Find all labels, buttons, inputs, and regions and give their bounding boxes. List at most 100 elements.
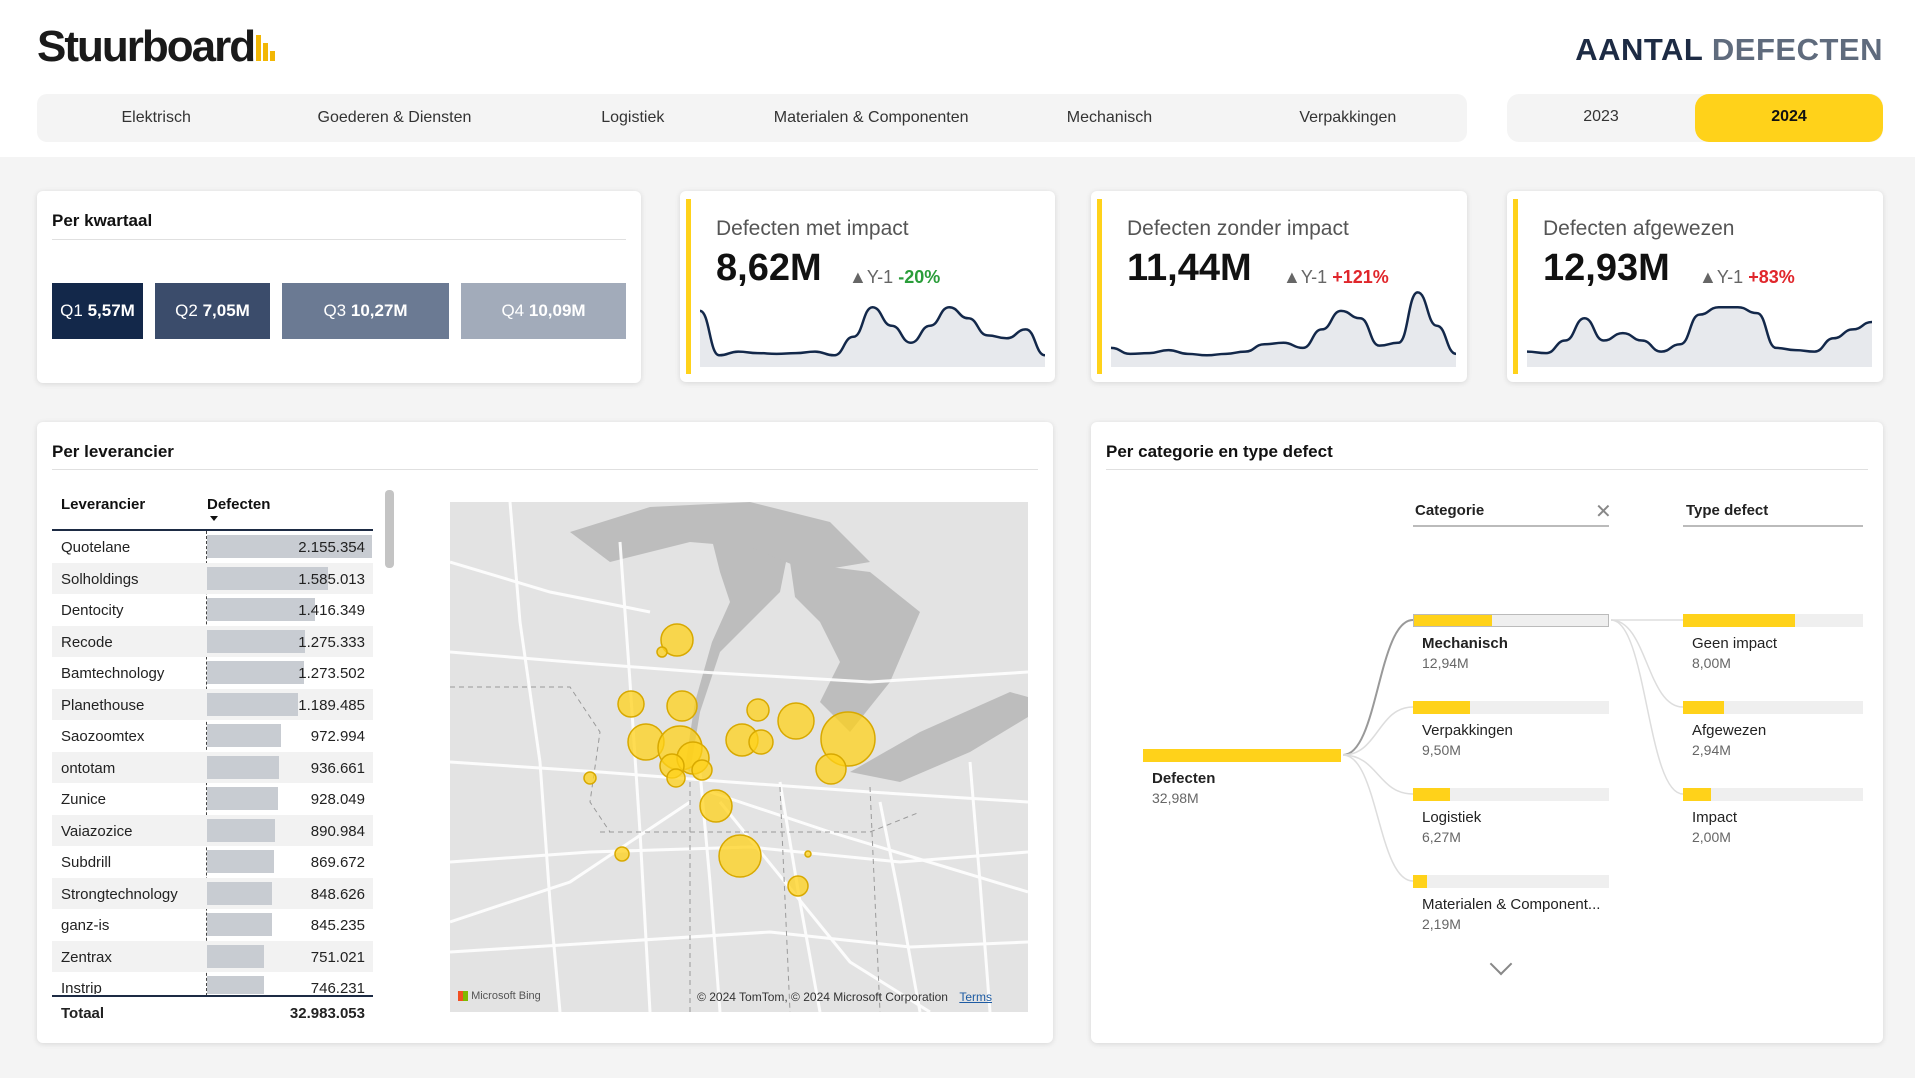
table-row[interactable]: ganz-is 845.235: [52, 909, 373, 940]
page-title: AANTAL DEFECTEN: [1575, 32, 1883, 68]
supplier-card: Per leverancier Leverancier Defecten Quo…: [37, 422, 1053, 1043]
total-label: Totaal: [61, 1005, 105, 1022]
value-bar: [207, 692, 298, 716]
tree-node-type[interactable]: [1683, 788, 1863, 801]
table-row[interactable]: Zunice 928.049: [52, 783, 373, 814]
year-tab-2024[interactable]: 2024: [1695, 94, 1883, 142]
quarter-label: Q1: [60, 301, 83, 320]
tree-level-type-defect[interactable]: Type defect: [1686, 502, 1769, 519]
tree-connector: [1342, 754, 1414, 795]
divider: [52, 529, 373, 531]
kpi-accent-bar: [686, 199, 691, 374]
column-header-leverancier[interactable]: Leverancier: [61, 496, 146, 513]
tree-level-categorie[interactable]: Categorie: [1415, 502, 1485, 519]
table-row[interactable]: Recode 1.275.333: [52, 625, 373, 657]
supplier-value: 1.585.013: [298, 570, 365, 588]
supplier-name: Recode: [61, 633, 113, 651]
category-tab[interactable]: Mechanisch: [1066, 109, 1153, 126]
category-tab[interactable]: Logistiek: [601, 109, 665, 126]
bing-credit-text: Microsoft Bing: [471, 990, 541, 1002]
supplier-name: Planethouse: [61, 696, 145, 714]
supplier-name: Solholdings: [61, 570, 139, 588]
kpi-delta-prefix: ▲Y-1: [1283, 267, 1328, 287]
supplier-bubbles[interactable]: [583, 623, 876, 897]
table-row[interactable]: Saozoomtex 972.994: [52, 720, 373, 751]
tree-type-label: Afgewezen: [1692, 722, 1767, 739]
table-row[interactable]: Zentrax 751.021: [52, 940, 373, 972]
value-bar: [207, 787, 278, 810]
category-tab[interactable]: Verpakkingen: [1299, 109, 1397, 126]
tree-node-root[interactable]: [1143, 749, 1341, 762]
kpi-value: 12,93M: [1543, 247, 1670, 289]
supplier-value: 1.189.485: [298, 696, 365, 714]
kpi-sparkline: [1111, 291, 1456, 367]
terms-link[interactable]: Terms: [959, 990, 992, 1004]
lake-superior-shape: [570, 502, 870, 572]
table-row[interactable]: Vaiazozice 890.984: [52, 814, 373, 846]
supplier-map[interactable]: Microsoft Bing © 2024 TomTom, © 2024 Mic…: [450, 502, 1028, 1012]
quarter-label: Q3: [323, 301, 347, 320]
divider: [1413, 525, 1609, 527]
page-title-light: DEFECTEN: [1711, 32, 1883, 67]
quarter-bar-q4[interactable]: Q4 10,09M: [461, 283, 626, 339]
quarter-card-title: Per kwartaal: [52, 211, 153, 230]
year-slicer: 2023 2024: [1507, 94, 1883, 142]
sparkline-area: [700, 307, 1045, 367]
quarter-bar-q1[interactable]: Q1 5,57M: [52, 283, 143, 339]
tree-category-value: 6,27M: [1422, 829, 1461, 845]
table-row[interactable]: Strongtechnology 848.626: [52, 877, 373, 909]
category-tab[interactable]: Elektrisch: [121, 109, 191, 126]
tree-node-category[interactable]: [1413, 788, 1609, 801]
quarter-bar-q3[interactable]: Q3 10,27M: [282, 283, 449, 339]
tree-category-label: Materialen & Component...: [1422, 896, 1601, 913]
table-scrollbar[interactable]: [385, 490, 394, 568]
table-row[interactable]: Subdrill 869.672: [52, 846, 373, 877]
tree-node-category-fill: [1414, 615, 1492, 626]
tree-type-value: 2,94M: [1692, 742, 1731, 758]
table-row[interactable]: Instrip 746.231: [52, 972, 373, 994]
supplier-name: Bamtechnology: [61, 665, 165, 682]
tree-connector: [1610, 619, 1684, 795]
table-row[interactable]: Quotelane 2.155.354: [52, 531, 373, 562]
kpi-accent-bar: [1513, 199, 1518, 374]
supplier-card-title: Per leverancier: [52, 442, 174, 461]
kpi-delta-value: +121%: [1332, 267, 1389, 287]
table-row[interactable]: Solholdings 1.585.013: [52, 562, 373, 594]
tree-node-type[interactable]: [1683, 614, 1863, 627]
lake-erie-shape: [850, 692, 1028, 782]
tree-node-category[interactable]: [1413, 701, 1609, 714]
value-bar: [207, 818, 275, 842]
column-header-defecten[interactable]: Defecten: [207, 496, 271, 513]
state-borders: [450, 686, 921, 1012]
category-tab[interactable]: Materialen & Componenten: [773, 109, 969, 126]
kpi-accent-bar: [1097, 199, 1102, 374]
supplier-name: Subdrill: [61, 854, 112, 871]
supplier-value: 890.984: [310, 822, 365, 840]
table-row[interactable]: Bamtechnology 1.273.502: [52, 657, 373, 688]
value-bar: [207, 661, 304, 684]
kpi-card-afgewezen: Defecten afgewezen 12,93M ▲Y-1 +83%: [1507, 191, 1883, 382]
year-tab-2023[interactable]: 2023: [1583, 108, 1619, 125]
tree-type-label: Geen impact: [1692, 635, 1778, 652]
sort-desc-icon: [210, 516, 218, 521]
tree-node-type[interactable]: [1683, 701, 1863, 714]
divider: [1106, 469, 1868, 470]
kpi-delta: ▲Y-1 -20%: [849, 267, 940, 288]
close-icon[interactable]: ✕: [1595, 501, 1612, 523]
map-canvas: [450, 502, 1028, 1012]
quarter-value: 10,27M: [350, 301, 408, 320]
sparkline-line: [1111, 291, 1456, 357]
tree-type-label: Impact: [1692, 809, 1738, 826]
kpi-label: Defecten afgewezen: [1543, 217, 1735, 240]
quarter-card: Per kwartaal Q1 5,57M Q2 7,05M Q3 10,27M Q4…: [37, 191, 641, 383]
supplier-name: Dentocity: [61, 602, 124, 619]
quarter-bar-q2[interactable]: Q2 7,05M: [155, 283, 270, 339]
table-row[interactable]: Planethouse 1.189.485: [52, 688, 373, 720]
tree-node-category-fill: [1413, 701, 1470, 714]
value-bar: [207, 566, 328, 590]
tree-node-category[interactable]: [1413, 875, 1609, 888]
tree-node-category[interactable]: [1413, 614, 1609, 627]
table-row[interactable]: ontotam 936.661: [52, 751, 373, 783]
category-tab[interactable]: Goederen & Diensten: [317, 109, 472, 126]
table-row[interactable]: Dentocity 1.416.349: [52, 594, 373, 625]
